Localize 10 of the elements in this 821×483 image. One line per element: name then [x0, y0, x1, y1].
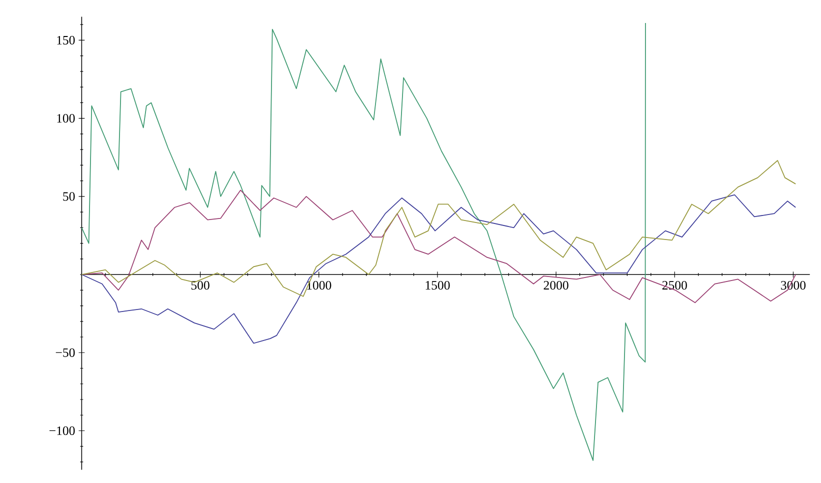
x-tick-label: 500: [191, 280, 210, 290]
line-series: [81, 22, 646, 461]
y-tick-label: 100: [57, 114, 75, 123]
y-tick-label: −50: [56, 348, 75, 357]
x-tick-label: 2000: [544, 280, 568, 290]
x-tick-label: 2500: [662, 280, 687, 290]
x-tick-label: 1500: [426, 280, 450, 290]
y-tick-label: −100: [49, 426, 75, 435]
y-tick-label: 150: [57, 36, 75, 44]
y-tick-label: 50: [63, 192, 75, 201]
